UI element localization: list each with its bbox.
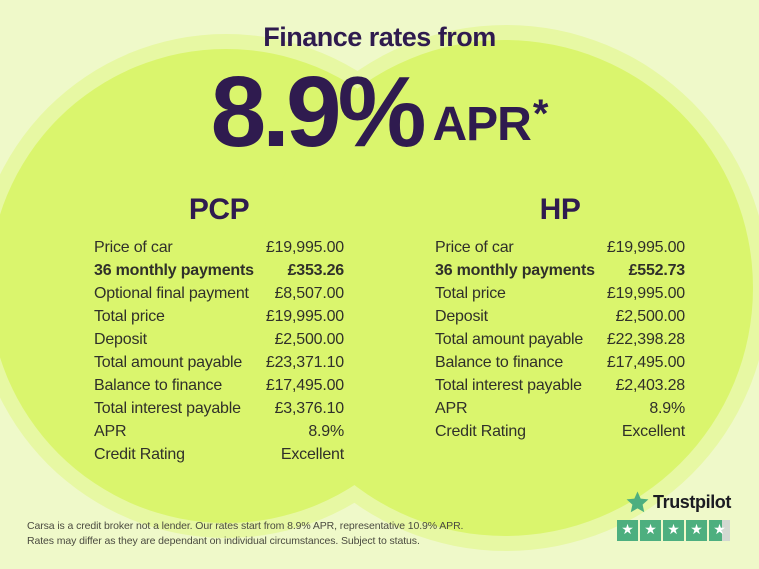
row-label: Total amount payable — [435, 330, 584, 348]
row-label: 36 monthly payments — [435, 261, 595, 279]
row-label: Price of car — [94, 238, 173, 256]
rating-star-2: ★ — [640, 520, 661, 541]
table-row: Price of car £19,995.00 — [94, 236, 344, 259]
star-glyph-icon: ★ — [713, 522, 726, 538]
row-value: £2,500.00 — [274, 330, 345, 348]
rating-star-4: ★ — [686, 520, 707, 541]
hp-finance-table: HP Price of car £19,995.00 36 monthly paym… — [435, 193, 685, 443]
table-row: Total interest payable £3,376.10 — [94, 397, 344, 420]
trustpilot-logo: Trustpilot — [626, 491, 737, 514]
table-row: Balance to finance £17,495.00 — [435, 351, 685, 374]
row-value: £23,371.10 — [265, 353, 344, 371]
star-glyph-icon: ★ — [667, 522, 680, 538]
rating-star-1: ★ — [617, 520, 638, 541]
table-row: Price of car £19,995.00 — [435, 236, 685, 259]
row-value: Excellent — [280, 445, 344, 463]
legal-disclaimer: Carsa is a credit broker not a lender. O… — [27, 519, 463, 549]
row-value: 8.9% — [308, 422, 344, 440]
row-label: APR — [435, 399, 468, 417]
row-value: £3,376.10 — [274, 399, 345, 417]
row-label: Credit Rating — [435, 422, 526, 440]
table-row: Total interest payable £2,403.28 — [435, 374, 685, 397]
pcp-heading: PCP — [188, 193, 250, 226]
hp-rows: Price of car £19,995.00 36 monthly payment… — [435, 236, 685, 443]
table-row: Deposit £2,500.00 — [94, 328, 344, 351]
row-value: £17,495.00 — [606, 353, 685, 371]
table-row: APR 8.9% — [94, 420, 344, 443]
star-glyph-icon: ★ — [644, 522, 657, 538]
row-label: Total interest payable — [94, 399, 241, 417]
row-value: Excellent — [621, 422, 685, 440]
table-row: Total amount payable £23,371.10 — [94, 351, 344, 374]
row-value: £353.26 — [287, 261, 345, 279]
row-label: Total amount payable — [94, 353, 243, 371]
row-label: Deposit — [435, 307, 488, 325]
disclaimer-line-1: Carsa is a credit broker not a lender. O… — [27, 520, 464, 532]
table-row: Deposit £2,500.00 — [435, 305, 685, 328]
apr-hero: 8.9% APR * — [0, 56, 759, 168]
row-label: Total interest payable — [435, 376, 582, 394]
apr-rate-value: 8.9% — [210, 56, 427, 168]
apr-unit-label: APR — [432, 98, 532, 151]
row-label: Optional final payment — [94, 284, 249, 302]
row-label: Deposit — [94, 330, 147, 348]
pcp-finance-table: PCP Price of car £19,995.00 36 monthly pay… — [94, 193, 344, 466]
row-label: APR — [94, 422, 127, 440]
table-row: 36 monthly payments £552.73 — [435, 259, 685, 282]
table-row: Credit Rating Excellent — [435, 420, 685, 443]
row-label: 36 monthly payments — [94, 261, 254, 279]
row-value: £2,500.00 — [615, 307, 686, 325]
row-label: Balance to finance — [435, 353, 564, 371]
background-blob-right — [257, 40, 753, 536]
star-glyph-icon: ★ — [621, 522, 634, 538]
star-glyph-icon: ★ — [690, 522, 703, 538]
row-value: £19,995.00 — [265, 307, 344, 325]
row-value: £22,398.28 — [606, 330, 685, 348]
row-value: £19,995.00 — [606, 284, 685, 302]
apr-footnote-asterisk: * — [532, 92, 549, 136]
row-label: Total price — [94, 307, 165, 325]
row-value: £8,507.00 — [274, 284, 345, 302]
row-value: £19,995.00 — [265, 238, 344, 256]
row-label: Total price — [435, 284, 506, 302]
row-label: Balance to finance — [94, 376, 223, 394]
row-label: Credit Rating — [94, 445, 185, 463]
row-value: £17,495.00 — [265, 376, 344, 394]
row-value: 8.9% — [649, 399, 685, 417]
disclaimer-line-2: Rates may differ as they are dependant o… — [27, 535, 420, 547]
trustpilot-rating-stars: ★ ★ ★ ★ ★ — [617, 520, 737, 541]
table-row: Total amount payable £22,398.28 — [435, 328, 685, 351]
table-row: 36 monthly payments £353.26 — [94, 259, 344, 282]
page-title: Finance rates from — [263, 22, 496, 52]
rating-star-3: ★ — [663, 520, 684, 541]
trustpilot-brand-label: Trustpilot — [653, 492, 731, 512]
table-row: Total price £19,995.00 — [94, 305, 344, 328]
trustpilot-star-icon — [626, 491, 649, 513]
table-row: Credit Rating Excellent — [94, 443, 344, 466]
trustpilot-widget: Trustpilot ★ ★ ★ ★ ★ — [617, 491, 737, 541]
table-row: APR 8.9% — [435, 397, 685, 420]
table-row: Optional final payment £8,507.00 — [94, 282, 344, 305]
table-row: Balance to finance £17,495.00 — [94, 374, 344, 397]
row-value: £2,403.28 — [615, 376, 686, 394]
hp-heading: HP — [539, 193, 581, 226]
row-label: Price of car — [435, 238, 514, 256]
row-value: £552.73 — [628, 261, 686, 279]
pcp-rows: Price of car £19,995.00 36 monthly payment… — [94, 236, 344, 466]
rating-star-5: ★ — [709, 520, 730, 541]
table-row: Total price £19,995.00 — [435, 282, 685, 305]
row-value: £19,995.00 — [606, 238, 685, 256]
